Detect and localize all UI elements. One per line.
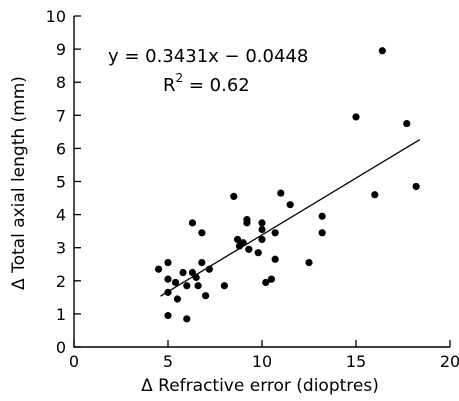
r-squared-text: R2 = 0.62: [163, 71, 250, 96]
data-point: [258, 235, 266, 244]
x-tick-label: 20: [440, 352, 459, 371]
data-point: [245, 245, 253, 253]
trendline: [160, 138, 421, 297]
y-tick-label: 10: [46, 7, 66, 26]
equation-text: y = 0.3431x − 0.0448: [108, 46, 308, 67]
data-point: [198, 258, 206, 267]
data-point: [254, 249, 262, 257]
data-point: [318, 229, 326, 237]
data-point: [155, 265, 163, 273]
data-point: [183, 315, 191, 323]
y-tick-label: 7: [56, 106, 66, 125]
data-point: [258, 219, 266, 227]
y-axis: 0 1 2 3 4 5 6 7 8 9 10: [46, 7, 81, 357]
y-tick-label: 1: [56, 305, 66, 324]
data-point: [164, 258, 172, 267]
data-point: [173, 295, 181, 303]
data-point: [271, 255, 279, 263]
r-squared-value: = 0.62: [183, 75, 250, 96]
y-tick-label: 8: [56, 73, 66, 92]
data-point: [202, 292, 210, 300]
x-axis: 0 5 10 15 20: [69, 340, 459, 371]
x-tick-label: 5: [163, 352, 173, 371]
y-tick-label: 9: [56, 40, 66, 59]
data-point: [305, 258, 313, 267]
y-axis-title: Δ Total axial length (mm): [9, 76, 29, 290]
data-point: [243, 215, 251, 224]
data-point: [286, 201, 294, 209]
data-point: [164, 275, 172, 283]
x-tick-label: 15: [346, 352, 366, 371]
y-tick-label: 2: [56, 272, 66, 291]
y-tick-label: 0: [56, 338, 66, 357]
data-point: [171, 278, 180, 287]
data-point: [352, 113, 360, 121]
data-point: [188, 268, 197, 277]
data-point: [403, 119, 411, 128]
x-axis-title: Δ Refractive error (dioptres): [141, 376, 379, 396]
r-squared-exponent: 2: [176, 71, 184, 85]
y-tick-label: 4: [56, 206, 66, 225]
data-point: [318, 212, 326, 220]
data-point: [198, 229, 206, 237]
x-tick-label: 0: [69, 352, 79, 371]
data-point: [262, 278, 270, 287]
trendline-group: [160, 138, 421, 297]
x-tick-label: 10: [252, 352, 272, 371]
data-point: [233, 235, 242, 244]
data-point: [179, 268, 187, 277]
data-point: [230, 192, 238, 200]
data-point: [183, 282, 191, 290]
data-point: [258, 225, 266, 234]
data-point: [378, 47, 386, 55]
data-point: [271, 229, 279, 237]
data-point: [188, 219, 197, 227]
data-point: [277, 189, 285, 197]
data-point: [194, 282, 202, 290]
y-tick-label: 3: [56, 239, 66, 258]
data-point: [220, 282, 228, 290]
y-tick-label: 5: [56, 173, 66, 192]
data-point: [267, 275, 275, 283]
r-squared-letter: R: [163, 75, 176, 96]
data-point: [371, 191, 379, 199]
data-point: [164, 311, 172, 320]
data-point: [412, 182, 420, 191]
y-tick-label: 6: [56, 139, 66, 158]
